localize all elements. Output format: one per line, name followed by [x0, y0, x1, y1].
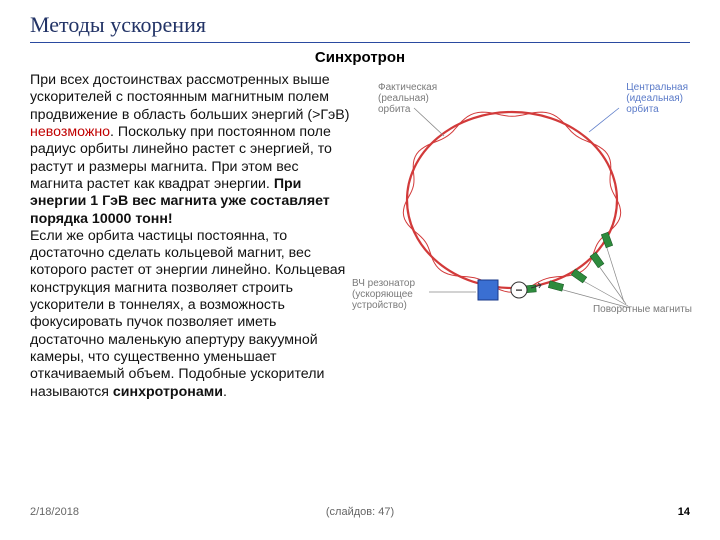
para2-bold: синхротронами — [113, 384, 223, 400]
para1: При всех достоинствах рассмотренных выше… — [30, 72, 349, 123]
synchrotron-diagram: − Фактическая (реальная) орбита Централь… — [354, 80, 674, 360]
body-text: При всех достоинствах рассмотренных выше… — [30, 72, 350, 401]
subtitle: Синхротрон — [30, 49, 690, 66]
footer-date: 2/18/2018 — [30, 506, 79, 518]
label-actual-orbit: Фактическая (реальная) орбита — [378, 82, 437, 115]
svg-text:−: − — [515, 283, 522, 297]
footer-center: (слайдов: 47) — [326, 506, 394, 518]
para2-end: . — [223, 384, 227, 400]
para2: Если же орбита частицы постоянна, то дос… — [30, 228, 345, 400]
label-bending-magnets: Поворотные магниты — [593, 304, 692, 315]
label-bending-magnets-text: Поворотные магниты — [593, 304, 692, 315]
label-rf-resonator: ВЧ резонатор (ускоряющее устройство) — [352, 278, 415, 311]
title-block: Методы ускорения — [30, 12, 690, 43]
content-row: При всех достоинствах рассмотренных выше… — [30, 72, 690, 401]
page-title: Методы ускорения — [30, 12, 690, 38]
label-rf-resonator-text: ВЧ резонатор (ускоряющее устройство) — [352, 278, 415, 311]
slide-footer: 2/18/2018 (слайдов: 47) 14 — [30, 506, 690, 518]
label-central-orbit-text: Центральная (идеальная) орбита — [626, 82, 688, 115]
para1-red: невозможно — [30, 124, 110, 140]
footer-page: 14 — [678, 506, 690, 518]
label-actual-orbit-text: Фактическая (реальная) орбита — [378, 82, 437, 115]
label-central-orbit: Центральная (идеальная) орбита — [626, 82, 688, 115]
